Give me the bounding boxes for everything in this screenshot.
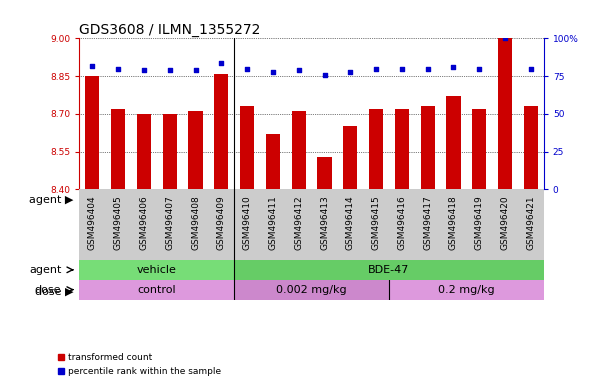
Text: GSM496415: GSM496415 bbox=[371, 195, 381, 250]
Bar bbox=[389, 280, 544, 300]
Point bbox=[87, 63, 97, 69]
Bar bbox=[79, 260, 234, 280]
Text: GSM496413: GSM496413 bbox=[320, 195, 329, 250]
Bar bbox=[420, 106, 435, 189]
Text: GSM496416: GSM496416 bbox=[397, 195, 406, 250]
Text: GSM496420: GSM496420 bbox=[500, 195, 510, 250]
Text: GSM496412: GSM496412 bbox=[295, 195, 303, 250]
Text: GDS3608 / ILMN_1355272: GDS3608 / ILMN_1355272 bbox=[79, 23, 261, 37]
Bar bbox=[163, 114, 177, 189]
Bar bbox=[79, 280, 234, 300]
Point bbox=[216, 60, 226, 66]
Bar bbox=[291, 111, 306, 189]
Bar bbox=[447, 96, 461, 189]
Point bbox=[371, 66, 381, 72]
Point bbox=[320, 71, 329, 78]
Point bbox=[397, 66, 407, 72]
Text: GSM496410: GSM496410 bbox=[243, 195, 252, 250]
Point bbox=[165, 67, 175, 73]
Text: control: control bbox=[137, 285, 176, 295]
Point bbox=[448, 64, 458, 70]
Bar bbox=[111, 109, 125, 189]
Point bbox=[191, 67, 200, 73]
Point bbox=[474, 66, 484, 72]
Bar bbox=[137, 114, 151, 189]
Text: GSM496409: GSM496409 bbox=[217, 195, 226, 250]
Text: GSM496411: GSM496411 bbox=[268, 195, 277, 250]
Point bbox=[526, 66, 536, 72]
Bar bbox=[395, 109, 409, 189]
Text: GSM496421: GSM496421 bbox=[527, 195, 535, 250]
Bar bbox=[472, 109, 486, 189]
Text: 0.2 mg/kg: 0.2 mg/kg bbox=[438, 285, 495, 295]
Text: GSM496407: GSM496407 bbox=[165, 195, 174, 250]
Text: vehicle: vehicle bbox=[137, 265, 177, 275]
Point bbox=[113, 66, 123, 72]
Point bbox=[423, 66, 433, 72]
Bar bbox=[188, 111, 203, 189]
Text: GSM496404: GSM496404 bbox=[88, 195, 97, 250]
Bar bbox=[266, 134, 280, 189]
Bar bbox=[234, 280, 389, 300]
Text: GSM496406: GSM496406 bbox=[139, 195, 148, 250]
Text: 0.002 mg/kg: 0.002 mg/kg bbox=[276, 285, 347, 295]
Text: BDE-47: BDE-47 bbox=[368, 265, 410, 275]
Point bbox=[139, 67, 149, 73]
Bar bbox=[524, 106, 538, 189]
Bar bbox=[214, 74, 229, 189]
Text: GSM496414: GSM496414 bbox=[346, 195, 355, 250]
Point bbox=[294, 67, 304, 73]
Point bbox=[500, 35, 510, 41]
Legend: transformed count, percentile rank within the sample: transformed count, percentile rank withi… bbox=[53, 350, 225, 379]
Bar bbox=[343, 126, 357, 189]
Text: dose: dose bbox=[35, 285, 61, 295]
Bar bbox=[318, 157, 332, 189]
Bar bbox=[369, 109, 383, 189]
Text: GSM496418: GSM496418 bbox=[449, 195, 458, 250]
Bar bbox=[234, 260, 544, 280]
Point bbox=[268, 68, 278, 74]
Text: GSM496417: GSM496417 bbox=[423, 195, 432, 250]
Text: GSM496419: GSM496419 bbox=[475, 195, 484, 250]
Text: GSM496405: GSM496405 bbox=[114, 195, 123, 250]
Text: dose ▶: dose ▶ bbox=[35, 287, 73, 297]
Point bbox=[345, 68, 355, 74]
Text: GSM496408: GSM496408 bbox=[191, 195, 200, 250]
Bar bbox=[240, 106, 254, 189]
Point bbox=[242, 66, 252, 72]
Bar bbox=[86, 76, 100, 189]
Text: agent: agent bbox=[29, 265, 61, 275]
Bar bbox=[498, 38, 512, 189]
Text: agent ▶: agent ▶ bbox=[29, 195, 73, 205]
